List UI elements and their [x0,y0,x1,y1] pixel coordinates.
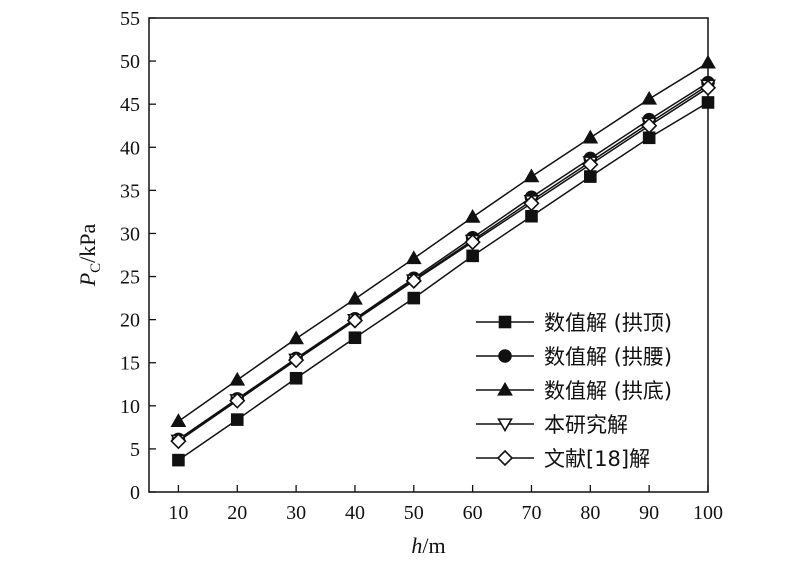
data-point [525,209,538,223]
series-1 [172,96,715,467]
y-tick-label: 25 [120,267,140,289]
x-tick-label: 50 [404,502,424,524]
data-point [641,117,658,134]
legend-marker [498,315,512,329]
x-axis-title: h/m [411,533,445,558]
y-tick-label: 0 [130,482,140,504]
y-tick-label: 5 [130,439,140,461]
y-tick-label: 15 [120,353,140,375]
data-point [523,168,540,183]
legend-marker [497,381,513,396]
y-tick-label: 35 [120,180,140,202]
x-tick-label: 40 [345,502,365,524]
data-point [407,291,421,305]
legend-marker [498,349,512,363]
series-line [177,101,709,461]
y-tick-label: 20 [120,310,140,332]
legend-label: 数值解 (拱腰) [544,345,672,369]
data-point [701,96,715,109]
data-point [523,195,540,212]
data-point [466,249,479,263]
data-point [288,330,304,345]
data-point [584,170,597,183]
data-point [582,129,599,144]
y-tick-label: 30 [120,223,140,245]
data-point [405,272,422,289]
data-point [170,433,187,450]
x-tick-label: 10 [168,502,188,524]
x-tick-label: 90 [639,502,659,524]
legend-entry: 本研究解 [476,413,628,437]
legend-entry: 数值解 (拱顶) [476,311,672,335]
axes: 0 5 10 15 20 25 30 35 40 45 50 55 10 20 30 40 50 60 70 80 90… [120,8,723,524]
data-point [464,233,481,251]
series-layer [170,54,717,467]
data-point [230,413,244,426]
data-point [347,290,363,305]
data-point [642,131,656,145]
legend-entry: 文献[18]解 [476,447,650,471]
y-axis-title: PC/kPa [75,223,104,287]
y-tick-label: 10 [120,396,140,418]
legend-label: 本研究解 [544,413,628,437]
legend-marker [496,449,514,467]
series-line [177,62,709,422]
plot-frame [148,17,709,493]
data-point [641,90,658,105]
series-3 [170,54,716,428]
x-tick-label: 100 [693,502,723,524]
x-tick-label: 70 [521,502,541,524]
data-point [699,79,717,96]
data-point [170,413,187,428]
legend-marker [497,418,513,433]
y-tick-label: 50 [120,51,140,73]
legend-entry: 数值解 (拱底) [476,379,672,403]
legend-entry: 数值解 (拱腰) [476,345,672,369]
data-point [287,352,305,369]
data-point [289,371,303,385]
legend-label: 数值解 (拱底) [544,379,672,403]
x-tick-label: 60 [463,502,483,524]
y-tick-label: 55 [120,8,140,30]
data-point [229,392,246,409]
data-point [582,156,599,173]
x-tick-label: 30 [286,502,306,524]
data-point [464,208,481,223]
data-point [700,54,716,69]
data-point [346,312,364,329]
x-tick-label: 20 [227,502,247,524]
y-tick-label: 45 [120,94,140,116]
legend-label: 数值解 (拱顶) [544,311,672,335]
series-5 [170,79,717,450]
data-point [405,250,422,265]
data-point [172,453,185,467]
data-point [229,371,246,386]
legend-label: 文献[18]解 [544,447,650,471]
x-tick-label: 80 [580,502,600,524]
series-line [177,87,709,442]
y-tick-label: 40 [120,137,140,159]
data-point [348,331,362,345]
